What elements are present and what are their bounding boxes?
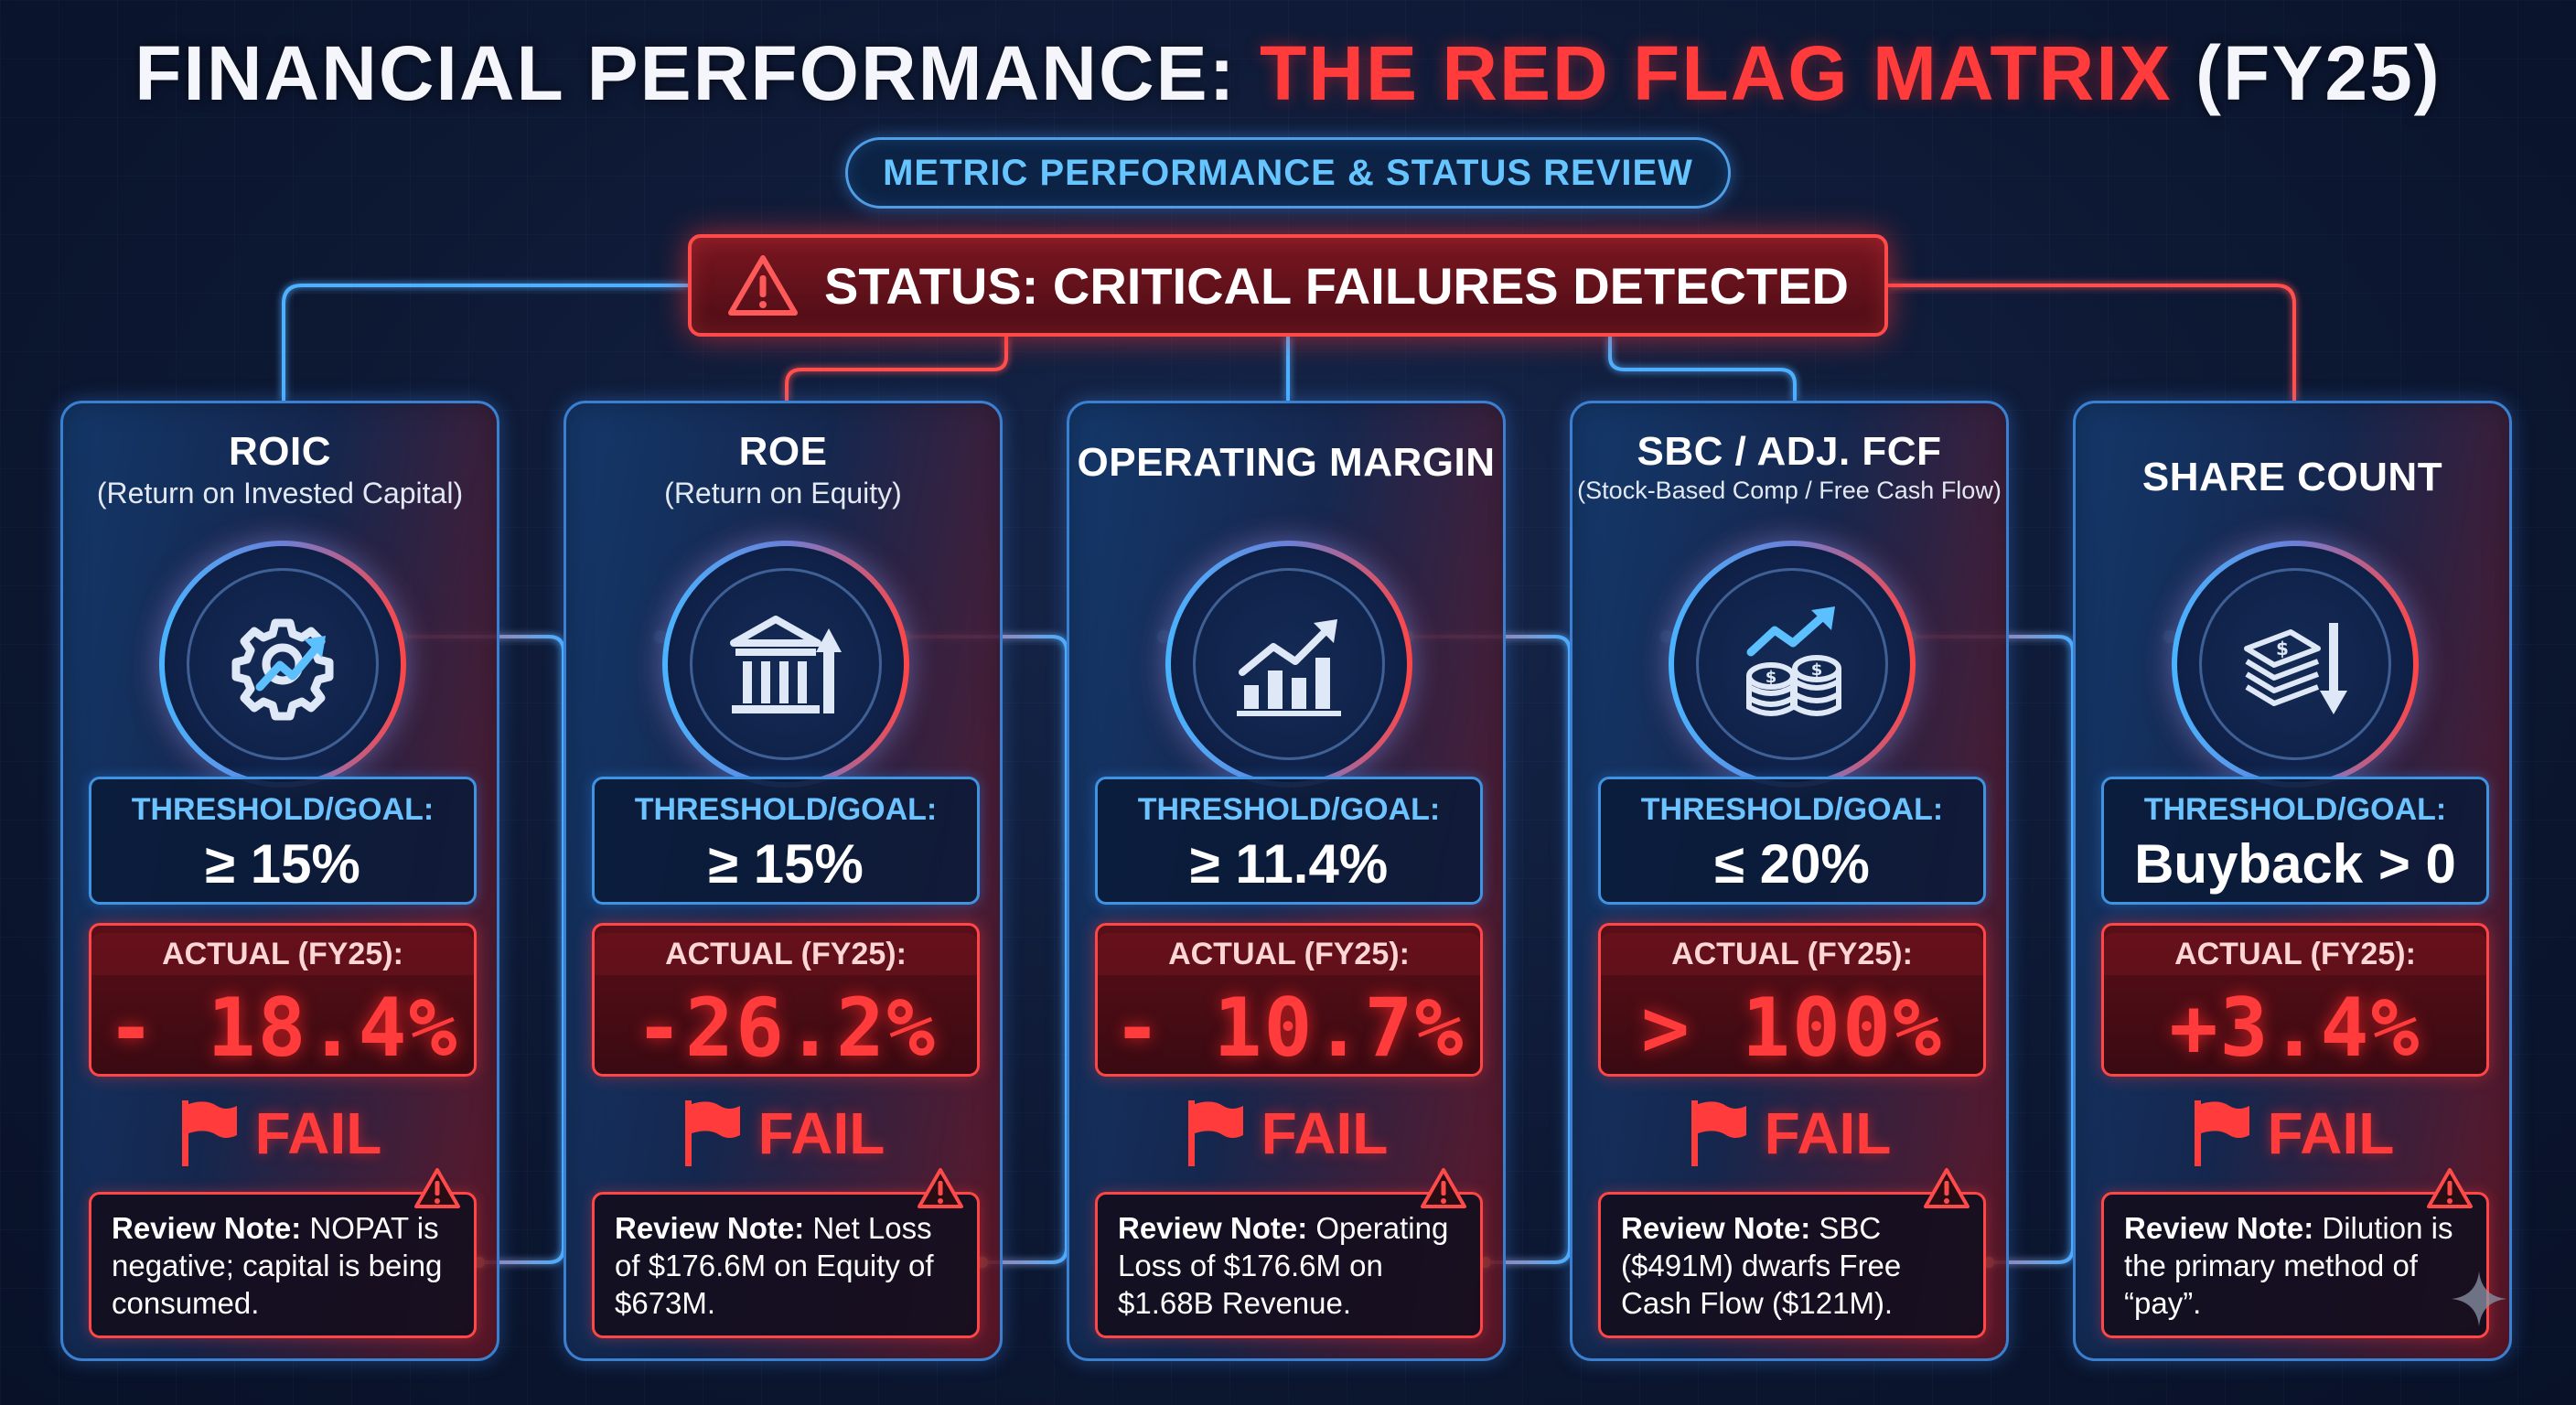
icon-ring: $ $ [1669, 541, 1916, 788]
warning-icon [918, 1168, 963, 1208]
actual-value: > 100% [1641, 981, 1943, 1075]
threshold-label: THRESHOLD/GOAL: [634, 792, 938, 827]
fail-label: FAIL [1764, 1100, 1892, 1166]
metric-card-roic: ROIC (Return on Invested Capital) THRESH… [60, 401, 499, 1361]
status-banner: STATUS: CRITICAL FAILURES DETECTED [688, 234, 1888, 337]
status-text: STATUS: CRITICAL FAILURES DETECTED [824, 256, 1849, 315]
threshold-value: ≥ 11.4% [1189, 833, 1389, 895]
red-flag-icon [684, 1100, 740, 1166]
fail-status: FAIL [1069, 1099, 1503, 1168]
threshold-box: THRESHOLD/GOAL: ≥ 15% [89, 777, 477, 905]
actual-label: ACTUAL (FY25): [2104, 933, 2486, 975]
threshold-value: ≤ 20% [1714, 833, 1870, 895]
coins-growth-icon: $ $ [1746, 606, 1841, 716]
warning-icon [2427, 1168, 2473, 1208]
page-title: FINANCIAL PERFORMANCE: THE RED FLAG MATR… [134, 30, 2442, 116]
review-note-text: SBC ($491M) dwarfs Free Cash Flow ($121M… [1621, 1211, 1902, 1320]
card-subtitle: (Return on Invested Capital) [96, 477, 464, 509]
red-flag-icon [1690, 1100, 1746, 1166]
page-title-highlight: THE RED FLAG MATRIX [1259, 30, 2173, 116]
svg-text:$: $ [2276, 638, 2289, 660]
card-title: OPERATING MARGIN [1077, 440, 1496, 485]
actual-box: ACTUAL (FY25): - 10.7% [1095, 923, 1483, 1077]
warning-icon [414, 1168, 460, 1208]
actual-label: ACTUAL (FY25): [1601, 933, 1983, 975]
fail-status: FAIL [566, 1099, 1000, 1168]
threshold-label: THRESHOLD/GOAL: [2143, 792, 2447, 827]
fail-label: FAIL [757, 1100, 886, 1166]
review-note: Review Note: NOPAT is negative; capital … [89, 1168, 477, 1338]
threshold-box: THRESHOLD/GOAL: ≤ 20% [1598, 777, 1986, 905]
actual-label: ACTUAL (FY25): [595, 933, 977, 975]
fail-status: FAIL [63, 1099, 497, 1168]
review-note-text: NOPAT is negative; capital is being cons… [112, 1211, 443, 1320]
bar-chart-trend-icon [1237, 619, 1341, 716]
review-note-label: Review Note: [1621, 1211, 1811, 1245]
actual-box: ACTUAL (FY25): > 100% [1598, 923, 1986, 1077]
red-flag-icon [181, 1100, 237, 1166]
actual-value: - 10.7% [1112, 981, 1465, 1075]
metric-card-share-count: SHARE COUNT $ THRESHOLD/GOAL: Buyback > … [2073, 401, 2512, 1361]
fail-status: FAIL [2076, 1099, 2509, 1168]
metric-card-sbc-fcf: SBC / ADJ. FCF (Stock-Based Comp / Free … [1570, 401, 2009, 1361]
actual-box: ACTUAL (FY25): +3.4% [2101, 923, 2489, 1077]
threshold-label: THRESHOLD/GOAL: [1640, 792, 1944, 827]
review-note: Review Note: Dilution is the primary met… [2101, 1168, 2489, 1338]
card-title: ROE [738, 429, 828, 474]
threshold-box: THRESHOLD/GOAL: Buyback > 0 [2101, 777, 2489, 905]
card-title: SHARE COUNT [2141, 455, 2443, 499]
warning-icon [728, 255, 798, 316]
actual-label: ACTUAL (FY25): [1098, 933, 1480, 975]
metric-card-roe: ROE (Return on Equity) THRESHOLD/GOAL: ≥… [564, 401, 1003, 1361]
svg-text:$: $ [1766, 668, 1777, 687]
section-subtitle: METRIC PERFORMANCE & STATUS REVIEW [845, 137, 1731, 209]
review-note-label: Review Note: [1118, 1211, 1308, 1245]
gear-growth-icon [231, 618, 334, 721]
actual-box: ACTUAL (FY25): -26.2% [592, 923, 980, 1077]
sparkle-icon [2452, 1271, 2506, 1326]
threshold-box: THRESHOLD/GOAL: ≥ 15% [592, 777, 980, 905]
review-note-text: Dilution is the primary method of “pay”. [2124, 1211, 2453, 1320]
actual-box: ACTUAL (FY25): - 18.4% [89, 923, 477, 1077]
fail-label: FAIL [2267, 1100, 2395, 1166]
metric-card-operating-margin: OPERATING MARGIN THRESHOLD/GOAL: ≥ 11.4%… [1067, 401, 1506, 1361]
review-note-text: Net Loss of $176.6M on Equity of $673M. [615, 1211, 934, 1320]
review-note-label: Review Note: [112, 1211, 302, 1245]
fail-label: FAIL [254, 1100, 382, 1166]
card-subtitle: (Stock-Based Comp / Free Cash Flow) [1577, 477, 2002, 504]
review-note: Review Note: Net Loss of $176.6M on Equi… [592, 1168, 980, 1338]
fail-label: FAIL [1261, 1100, 1389, 1166]
threshold-value: ≥ 15% [205, 833, 360, 895]
red-flag-icon [1187, 1100, 1243, 1166]
actual-value: -26.2% [635, 981, 937, 1075]
actual-label: ACTUAL (FY25): [91, 933, 474, 975]
red-flag-icon [2194, 1100, 2249, 1166]
svg-text:$: $ [1811, 660, 1823, 680]
review-note: Review Note: Operating Loss of $176.6M o… [1095, 1168, 1483, 1338]
review-note-text: Operating Loss of $176.6M on $1.68B Reve… [1118, 1211, 1449, 1320]
review-note: Review Note: SBC ($491M) dwarfs Free Cas… [1598, 1168, 1986, 1338]
bank-arrow-icon [730, 616, 842, 713]
threshold-label: THRESHOLD/GOAL: [131, 792, 435, 827]
card-title: SBC / ADJ. FCF [1637, 429, 1942, 474]
review-note-label: Review Note: [615, 1211, 805, 1245]
icon-ring [159, 541, 406, 788]
cash-stack-down-icon: $ [2244, 623, 2347, 714]
icon-ring: $ [2172, 541, 2419, 788]
threshold-value: ≥ 15% [708, 833, 864, 895]
review-note-label: Review Note: [2124, 1211, 2314, 1245]
card-title: ROIC [229, 429, 331, 474]
icon-ring [1165, 541, 1412, 788]
actual-value: - 18.4% [106, 981, 459, 1075]
card-subtitle: (Return on Equity) [664, 477, 902, 509]
fail-status: FAIL [1572, 1099, 2006, 1168]
icon-ring [662, 541, 909, 788]
warning-icon [1924, 1168, 1970, 1208]
threshold-box: THRESHOLD/GOAL: ≥ 11.4% [1095, 777, 1483, 905]
threshold-value: Buyback > 0 [2134, 833, 2456, 895]
actual-value: +3.4% [2169, 981, 2421, 1075]
warning-icon [1421, 1168, 1466, 1208]
threshold-label: THRESHOLD/GOAL: [1137, 792, 1441, 827]
